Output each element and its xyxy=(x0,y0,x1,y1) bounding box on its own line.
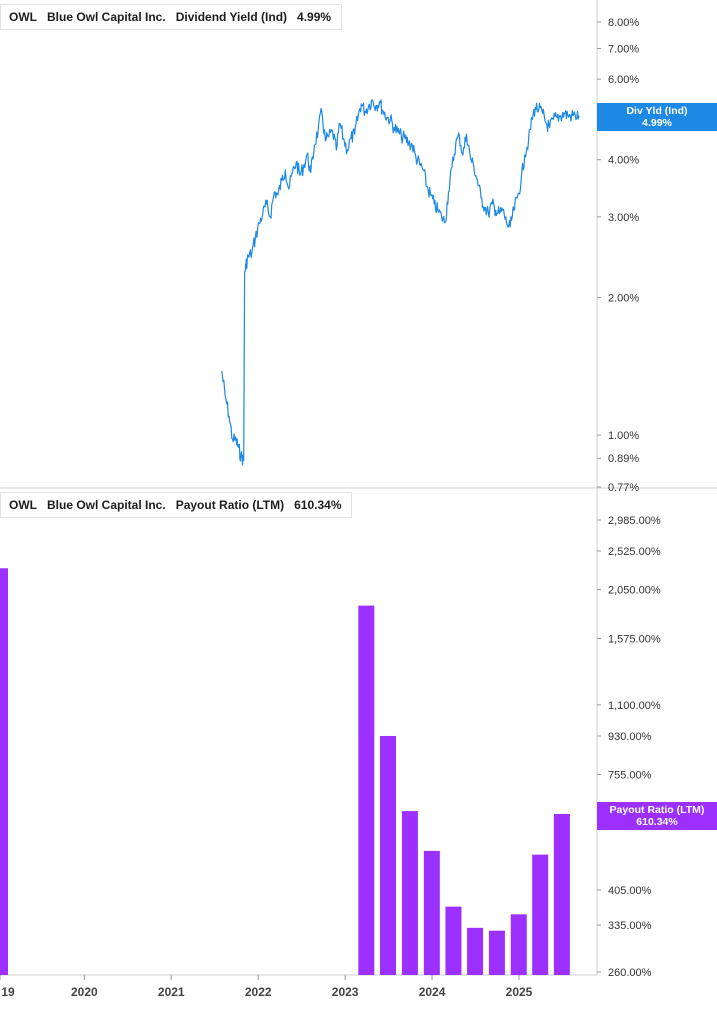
y-tick-label: 1,575.00% xyxy=(608,633,661,645)
legend-ticker: OWL xyxy=(9,10,37,24)
tag-value: 4.99% xyxy=(642,117,672,129)
current-value-tag-yield: Div Yld (Ind) 4.99% xyxy=(597,103,717,131)
tag-label: Div Yld (Ind) xyxy=(626,105,688,117)
payout-bar xyxy=(553,813,570,975)
payout-bar xyxy=(358,605,375,975)
legend-company: Blue Owl Capital Inc. xyxy=(47,498,166,512)
legend-metric: Dividend Yield (Ind) xyxy=(175,10,288,24)
y-tick-label: 335.00% xyxy=(608,920,652,932)
payout-bar xyxy=(445,906,462,975)
y-tick-label: 0.89% xyxy=(608,453,639,465)
payout-bar xyxy=(0,568,8,975)
legend-company: Blue Owl Capital Inc. xyxy=(47,10,166,24)
y-tick-label: 3.00% xyxy=(608,212,639,224)
y-tick-label: 6.00% xyxy=(608,74,639,86)
legend-metric: Payout Ratio (LTM) xyxy=(175,498,285,512)
legend-value: 610.34% xyxy=(294,498,342,512)
payout-bar xyxy=(467,927,484,975)
y-tick-label: 4.00% xyxy=(608,155,639,167)
y-tick-label: 0.77% xyxy=(608,482,639,494)
y-tick-label: 8.00% xyxy=(608,17,639,29)
y-tick-label: 2,985.00% xyxy=(608,515,661,527)
legend-value: 4.99% xyxy=(297,10,332,24)
current-value-tag-payout: Payout Ratio (LTM) 610.34% xyxy=(597,802,717,830)
x-tick-label: 19 xyxy=(1,985,15,999)
dividend-yield-line xyxy=(221,99,580,466)
y-tick-label: 930.00% xyxy=(608,731,652,743)
payout-bar xyxy=(380,735,397,975)
x-tick-label: 2021 xyxy=(158,985,185,999)
legend-payout-ratio: OWL Blue Owl Capital Inc. Payout Ratio (… xyxy=(0,492,352,518)
payout-bar xyxy=(488,930,505,975)
x-tick-label: 2020 xyxy=(71,985,98,999)
y-tick-label: 2,525.00% xyxy=(608,546,661,558)
y-tick-label: 1.00% xyxy=(608,430,639,442)
y-tick-label: 1,100.00% xyxy=(608,700,661,712)
y-tick-label: 405.00% xyxy=(608,885,652,897)
y-tick-label: 2,050.00% xyxy=(608,585,661,597)
tag-value: 610.34% xyxy=(636,816,678,828)
payout-bar xyxy=(401,811,418,975)
payout-bar xyxy=(423,850,440,975)
tag-label: Payout Ratio (LTM) xyxy=(609,804,705,816)
x-tick-label: 2022 xyxy=(245,985,272,999)
y-tick-label: 755.00% xyxy=(608,770,652,782)
y-tick-label: 260.00% xyxy=(608,967,652,979)
x-tick-label: 2023 xyxy=(332,985,359,999)
x-tick-label: 2025 xyxy=(506,985,533,999)
x-tick-label: 2024 xyxy=(419,985,446,999)
y-tick-label: 2.00% xyxy=(608,292,639,304)
legend-ticker: OWL xyxy=(9,498,37,512)
payout-bar xyxy=(532,854,549,975)
y-tick-label: 7.00% xyxy=(608,44,639,56)
payout-bar xyxy=(510,914,527,975)
legend-dividend-yield: OWL Blue Owl Capital Inc. Dividend Yield… xyxy=(0,4,342,30)
